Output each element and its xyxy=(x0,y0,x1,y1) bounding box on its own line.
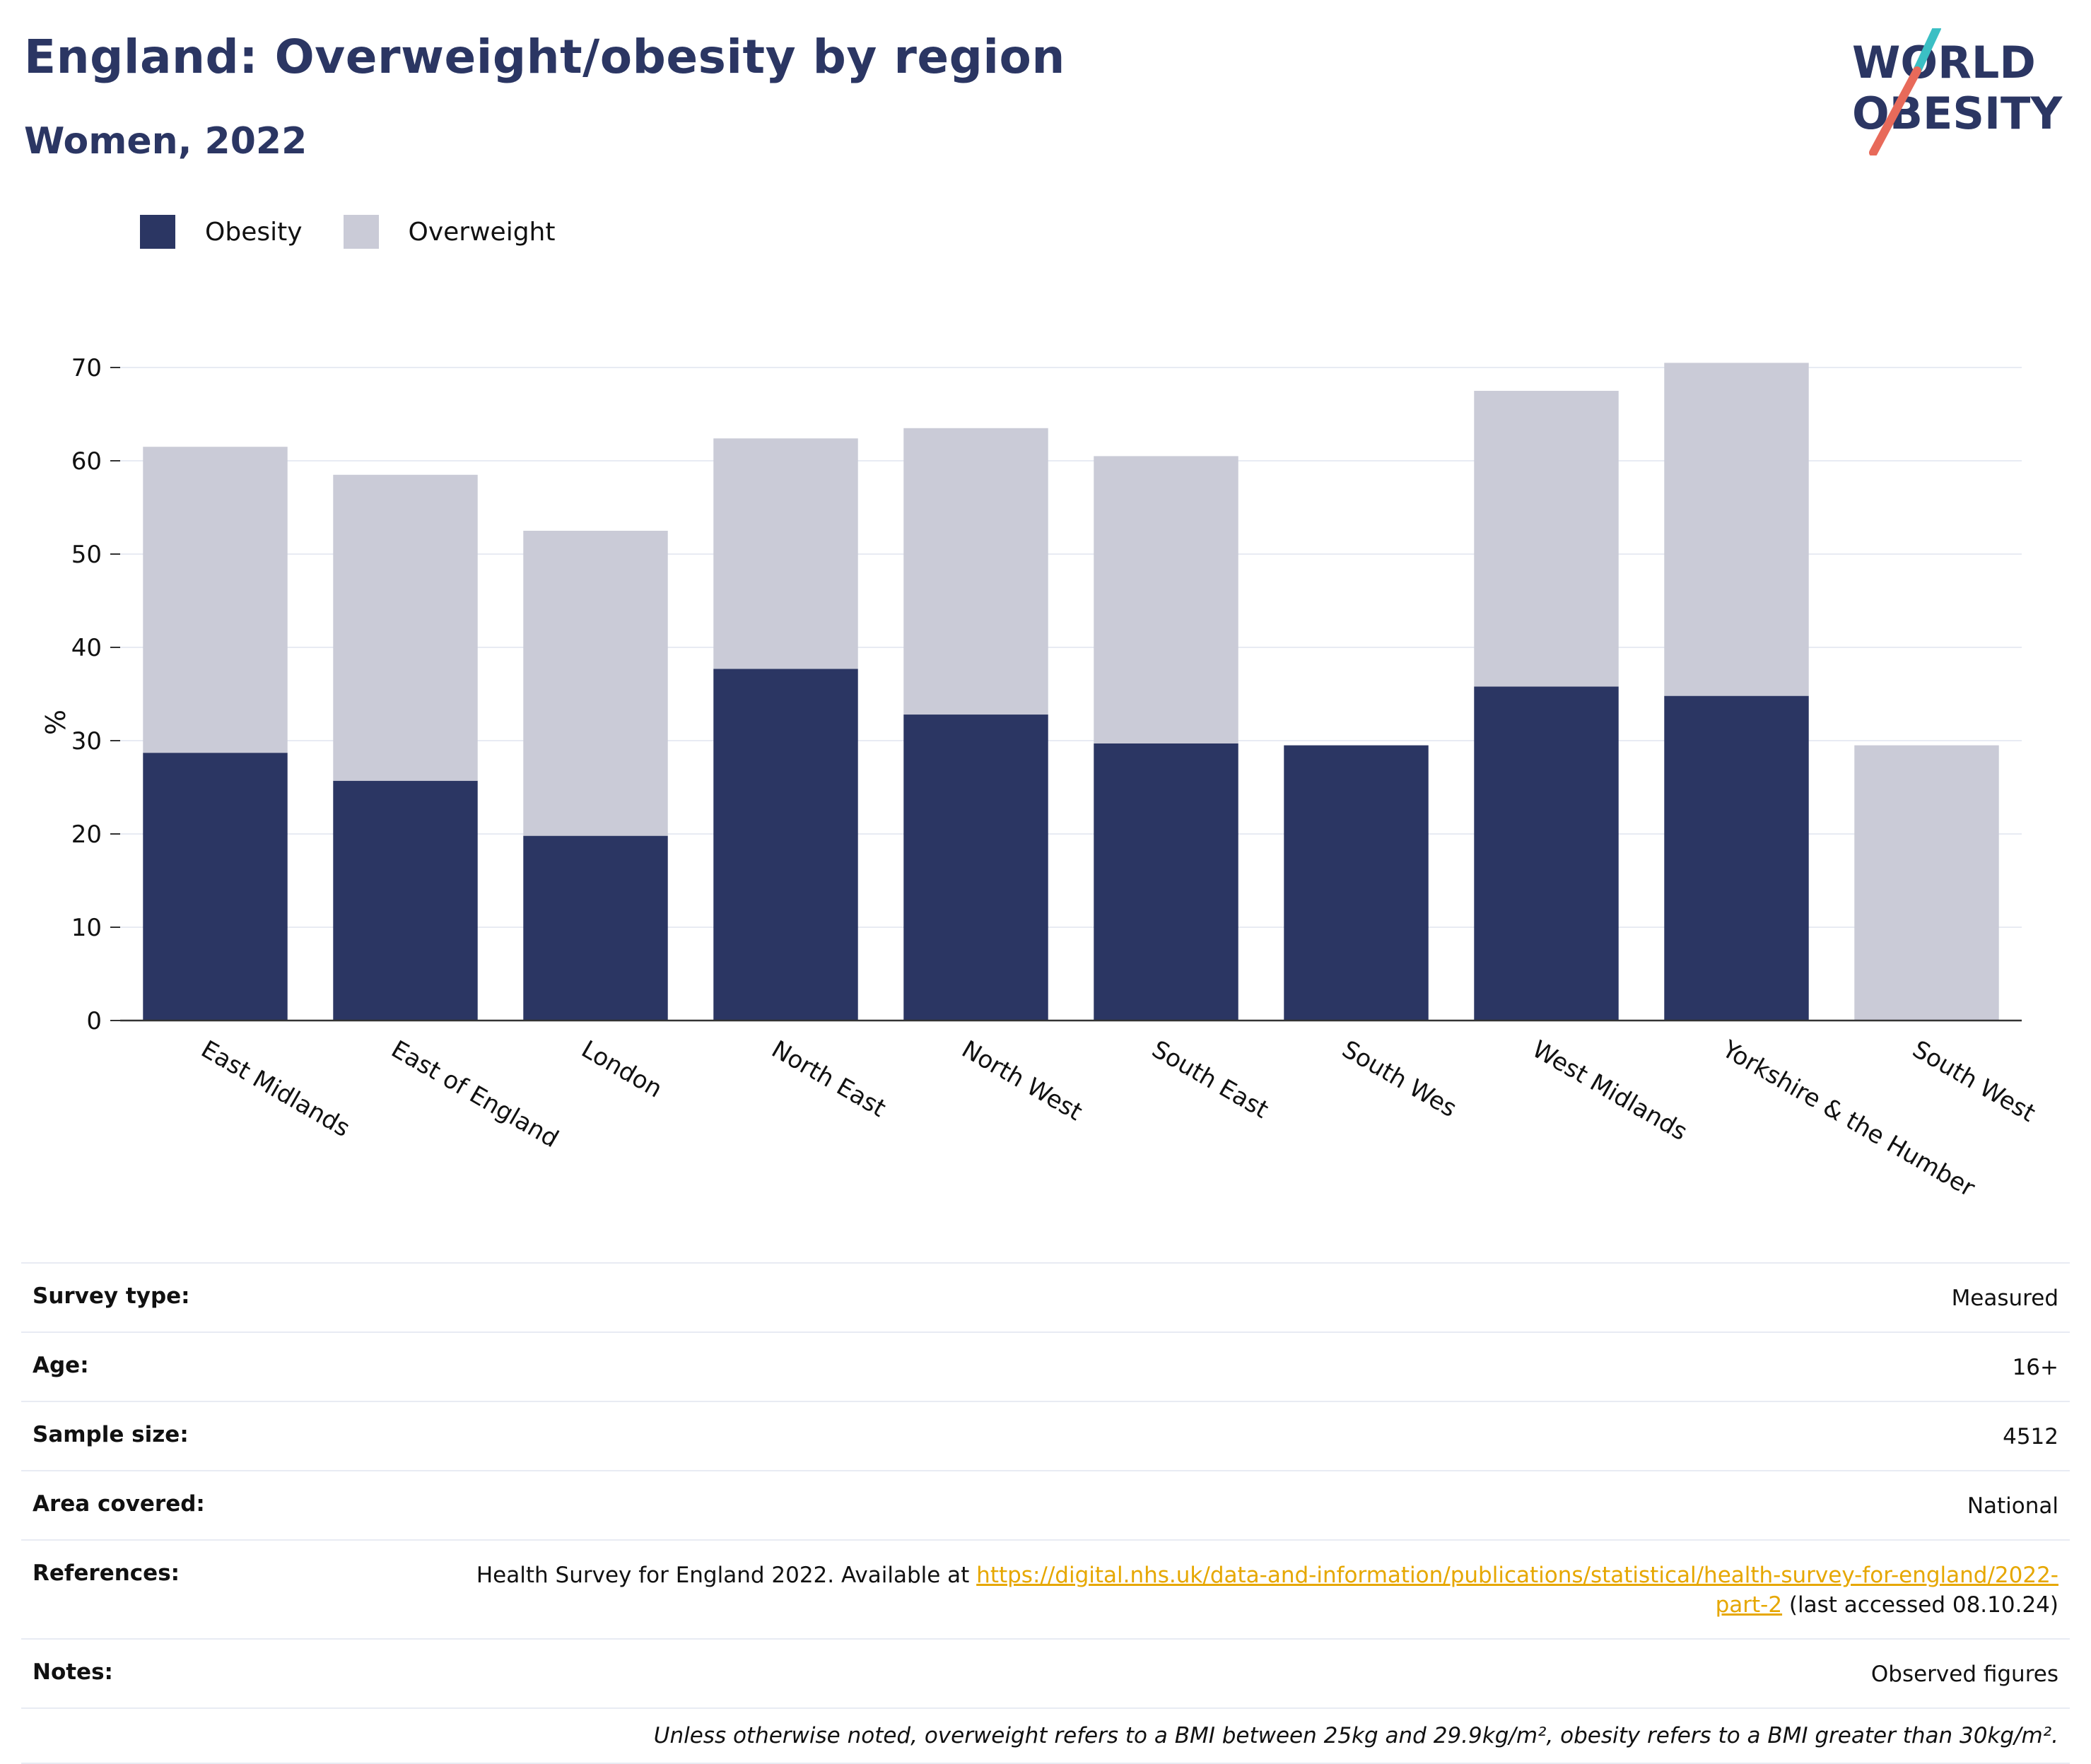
bar-overweight[interactable] xyxy=(333,474,478,781)
meta-key: Sample size: xyxy=(33,1422,189,1447)
y-tick-label: 20 xyxy=(71,821,102,849)
y-tick-label: 0 xyxy=(86,1007,102,1035)
legend-swatch-overweight xyxy=(343,215,379,249)
x-tick-label: South Wes xyxy=(1337,1035,1462,1124)
meta-row-sample-size: Sample size: 4512 xyxy=(21,1402,2070,1471)
meta-value: Measured xyxy=(1951,1286,2058,1311)
x-tick-label: South West xyxy=(1908,1035,2040,1128)
bar-obesity[interactable] xyxy=(1284,745,1429,1021)
meta-value: National xyxy=(1967,1493,2058,1519)
bar-overweight[interactable] xyxy=(1664,363,1809,696)
meta-row-survey-type: Survey type: Measured xyxy=(21,1264,2070,1333)
bar-overweight[interactable] xyxy=(523,531,668,836)
y-tick-label: 30 xyxy=(71,727,102,755)
reference-prefix: Health Survey for England 2022. Availabl… xyxy=(476,1563,977,1588)
legend-item-obesity[interactable]: Obesity xyxy=(140,215,303,249)
bars xyxy=(143,363,1999,1021)
world-obesity-logo: WORLD OBESITY xyxy=(1852,28,2063,155)
meta-key: Notes: xyxy=(33,1659,113,1685)
x-tick-label: East Midlands xyxy=(197,1035,355,1143)
bar-overweight[interactable] xyxy=(1094,456,1238,743)
meta-key: References: xyxy=(33,1560,180,1586)
bar-obesity[interactable] xyxy=(1474,686,1619,1021)
x-tick-label: London xyxy=(577,1035,667,1104)
reference-suffix: (last accessed 08.10.24) xyxy=(1782,1592,2058,1618)
bar-obesity[interactable] xyxy=(1664,695,1809,1021)
meta-key: Survey type: xyxy=(33,1283,190,1309)
metadata-table: Survey type: Measured Age: 16+ Sample si… xyxy=(21,1262,2070,1764)
logo-slash-teal xyxy=(1913,28,1941,75)
x-tick-label: North West xyxy=(957,1035,1087,1127)
y-tick-label: 10 xyxy=(71,914,102,942)
bar-obesity[interactable] xyxy=(333,780,478,1021)
footnote: Unless otherwise noted, overweight refer… xyxy=(653,1723,2058,1748)
y-tick-label: 70 xyxy=(71,354,102,382)
bar-obesity[interactable] xyxy=(713,669,858,1021)
meta-row-area: Area covered: National xyxy=(21,1471,2070,1541)
meta-value: 4512 xyxy=(2003,1424,2058,1450)
x-axis: East Midlands East of England London North … xyxy=(120,1019,2040,1203)
meta-key: Age: xyxy=(33,1353,89,1378)
y-tick-label: 60 xyxy=(71,447,102,476)
x-tick-label: East of England xyxy=(387,1035,563,1154)
bar-overweight[interactable] xyxy=(1474,391,1619,687)
reference-link[interactable]: https://digital.nhs.uk/data-and-informat… xyxy=(976,1563,2058,1618)
bar-overweight[interactable] xyxy=(143,447,288,753)
y-tick-label: 40 xyxy=(71,634,102,662)
x-tick-label: South East xyxy=(1147,1035,1273,1124)
page-subtitle: Women, 2022 xyxy=(24,120,308,163)
x-tick-label: West Midlands xyxy=(1528,1035,1692,1147)
y-tick-label: 50 xyxy=(71,541,102,569)
meta-row-notes: Notes: Observed figures xyxy=(21,1640,2070,1709)
meta-value: 16+ xyxy=(2012,1355,2058,1380)
meta-value: Observed figures xyxy=(1870,1662,2058,1687)
bar-overweight[interactable] xyxy=(1854,745,1999,1021)
y-axis-label: % xyxy=(39,710,70,735)
chart-legend: Obesity Overweight xyxy=(140,211,596,253)
legend-item-overweight[interactable]: Overweight xyxy=(343,215,556,249)
meta-row-references: References: Health Survey for England 20… xyxy=(21,1541,2070,1640)
meta-key: Area covered: xyxy=(33,1491,205,1517)
logo-slash-coral xyxy=(1869,66,1921,155)
bar-obesity[interactable] xyxy=(903,715,1048,1021)
meta-row-footnote: Unless otherwise noted, overweight refer… xyxy=(21,1709,2070,1764)
bar-overweight[interactable] xyxy=(903,428,1048,715)
y-axis: 0 10 20 30 40 50 60 70 xyxy=(71,354,120,1035)
bar-obesity[interactable] xyxy=(1094,743,1238,1021)
stacked-bar-chart: 0 10 20 30 40 50 60 70 East Midlands East of Eng… xyxy=(39,354,2040,1203)
legend-label-overweight: Overweight xyxy=(408,217,556,247)
legend-label-obesity: Obesity xyxy=(205,217,303,247)
bar-obesity[interactable] xyxy=(143,753,288,1021)
meta-row-age: Age: 16+ xyxy=(21,1333,2070,1402)
x-tick-label: North East xyxy=(767,1035,891,1123)
page-title: England: Overweight/obesity by region xyxy=(24,30,1065,84)
bar-obesity[interactable] xyxy=(523,835,668,1021)
legend-swatch-obesity xyxy=(140,215,175,249)
meta-value: Health Survey for England 2022. Availabl… xyxy=(433,1560,2058,1620)
logo-word-world: WORLD xyxy=(1852,37,2036,88)
bar-overweight[interactable] xyxy=(713,438,858,669)
